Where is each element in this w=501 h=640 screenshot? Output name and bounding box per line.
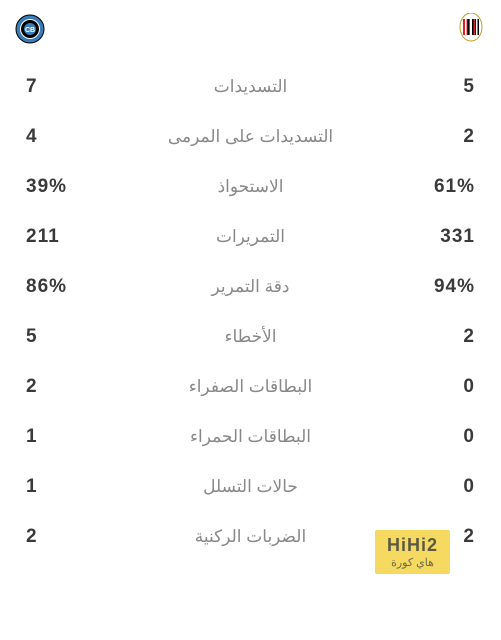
header: CB [0, 0, 501, 54]
stat-value-right: 2 [415, 126, 475, 148]
stat-value-right: 331 [415, 226, 475, 248]
stat-value-right: 0 [415, 376, 475, 398]
team-logo-right [456, 14, 486, 44]
stat-value-left: 2 [26, 376, 86, 398]
watermark: HiHi2 هاي كورة [375, 530, 450, 574]
stat-row: 211 التمريرات 331 [0, 212, 501, 262]
stat-value-left: 1 [26, 476, 86, 498]
stat-label: البطاقات الصفراء [86, 377, 415, 397]
stat-label: التسديدات على المرمى [86, 127, 415, 147]
stat-value-left: 5 [26, 326, 86, 348]
stat-label: التمريرات [86, 227, 415, 247]
stat-value-right: 61% [415, 176, 475, 198]
stat-value-left: 4 [26, 126, 86, 148]
stat-label: حالات التسلل [86, 477, 415, 497]
stat-label: دقة التمرير [86, 277, 415, 297]
stat-row: 2 البطاقات الصفراء 0 [0, 362, 501, 412]
svg-text:CB: CB [25, 27, 35, 34]
watermark-sub: هاي كورة [387, 556, 438, 569]
stat-row: 4 التسديدات على المرمى 2 [0, 112, 501, 162]
stat-value-right: 94% [415, 276, 475, 298]
stat-value-left: 39% [26, 176, 86, 198]
stat-value-left: 7 [26, 76, 86, 98]
stat-value-left: 1 [26, 426, 86, 448]
stat-label: الأخطاء [86, 327, 415, 347]
stat-label: الاستحواذ [86, 177, 415, 197]
stats-container: 7 التسديدات 5 4 التسديدات على المرمى 2 3… [0, 54, 501, 570]
stat-label: التسديدات [86, 77, 415, 97]
team-logo-left: CB [15, 14, 45, 44]
stat-value-right: 5 [415, 76, 475, 98]
stat-row: 39% الاستحواذ 61% [0, 162, 501, 212]
stat-row: 5 الأخطاء 2 [0, 312, 501, 362]
stat-value-right: 0 [415, 476, 475, 498]
stat-value-left: 211 [26, 226, 86, 248]
stat-row: 1 البطاقات الحمراء 0 [0, 412, 501, 462]
stat-row: 1 حالات التسلل 0 [0, 462, 501, 512]
ac-milan-icon [459, 13, 483, 45]
stat-value-right: 0 [415, 426, 475, 448]
stat-row: 86% دقة التمرير 94% [0, 262, 501, 312]
stat-value-left: 86% [26, 276, 86, 298]
watermark-main: HiHi2 [387, 535, 438, 556]
club-brugge-icon: CB [15, 14, 45, 44]
stat-label: الضربات الركنية [86, 527, 415, 547]
stat-row: 7 التسديدات 5 [0, 62, 501, 112]
stat-label: البطاقات الحمراء [86, 427, 415, 447]
stat-value-left: 2 [26, 526, 86, 548]
stat-value-right: 2 [415, 326, 475, 348]
